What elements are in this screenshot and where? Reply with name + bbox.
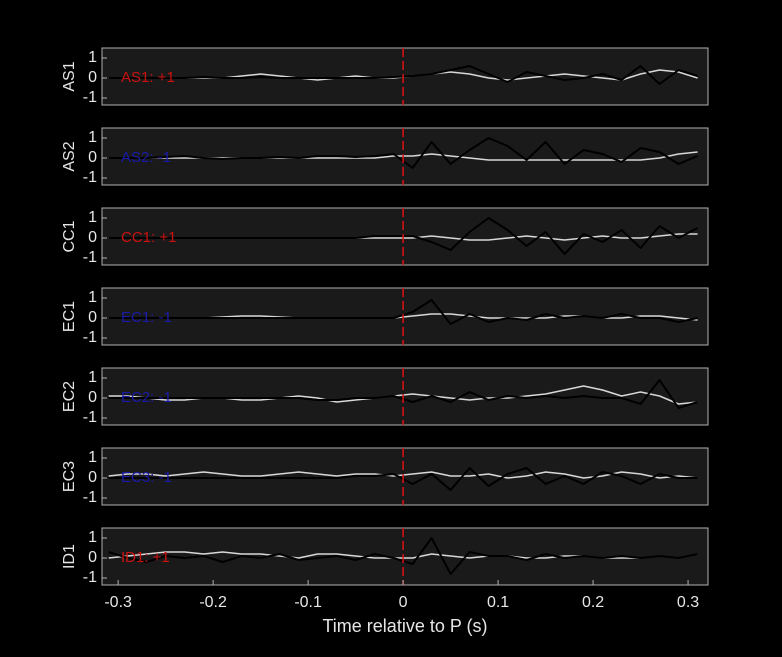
y-tick-label: 1 xyxy=(88,209,97,226)
annotation: EC2: -1 xyxy=(121,389,172,406)
y-tick-label: -1 xyxy=(83,169,97,186)
y-axis-label: ID1 xyxy=(61,544,78,569)
x-tick-label: -0.1 xyxy=(294,594,322,611)
y-tick-label: 1 xyxy=(88,369,97,386)
y-axis-label: AS1 xyxy=(61,61,78,91)
y-tick-label: 0 xyxy=(88,149,97,166)
x-tick-label: -0.2 xyxy=(199,594,227,611)
y-axis-label: EC1 xyxy=(61,301,78,332)
annotation: AS1: +1 xyxy=(121,69,175,86)
x-tick-label: 0.1 xyxy=(487,594,509,611)
y-tick-label: 0 xyxy=(88,549,97,566)
plot-area xyxy=(101,447,709,506)
y-axis-label: AS2 xyxy=(61,141,78,171)
y-axis-label: EC2 xyxy=(61,381,78,412)
y-tick-label: 0 xyxy=(88,389,97,406)
annotation: EC3: -1 xyxy=(121,469,172,486)
y-tick-label: 0 xyxy=(88,229,97,246)
y-tick-label: -1 xyxy=(83,569,97,586)
y-tick-label: 1 xyxy=(88,289,97,306)
y-tick-label: -1 xyxy=(83,409,97,426)
annotation: ID1: +1 xyxy=(121,549,170,566)
x-tick-label: 0.2 xyxy=(582,594,604,611)
y-tick-label: 0 xyxy=(88,69,97,86)
y-tick-label: 1 xyxy=(88,49,97,66)
x-axis-label: Time relative to P (s) xyxy=(322,616,487,636)
annotation: CC1: +1 xyxy=(121,229,176,246)
y-tick-label: -1 xyxy=(83,489,97,506)
y-tick-label: 1 xyxy=(88,129,97,146)
x-tick-label: -0.3 xyxy=(104,594,132,611)
y-tick-label: 1 xyxy=(88,529,97,546)
plot-area xyxy=(101,367,709,426)
annotation: AS2: -1 xyxy=(121,149,171,166)
y-tick-label: -1 xyxy=(83,89,97,106)
y-axis-label: EC3 xyxy=(61,461,78,492)
y-axis-label: CC1 xyxy=(61,220,78,252)
x-tick-label: 0.3 xyxy=(677,594,699,611)
y-tick-label: 0 xyxy=(88,469,97,486)
y-tick-label: -1 xyxy=(83,329,97,346)
y-tick-label: 0 xyxy=(88,309,97,326)
x-tick-label: 0 xyxy=(399,594,408,611)
annotation: EC1: -1 xyxy=(121,309,172,326)
y-tick-label: -1 xyxy=(83,249,97,266)
y-tick-label: 1 xyxy=(88,449,97,466)
